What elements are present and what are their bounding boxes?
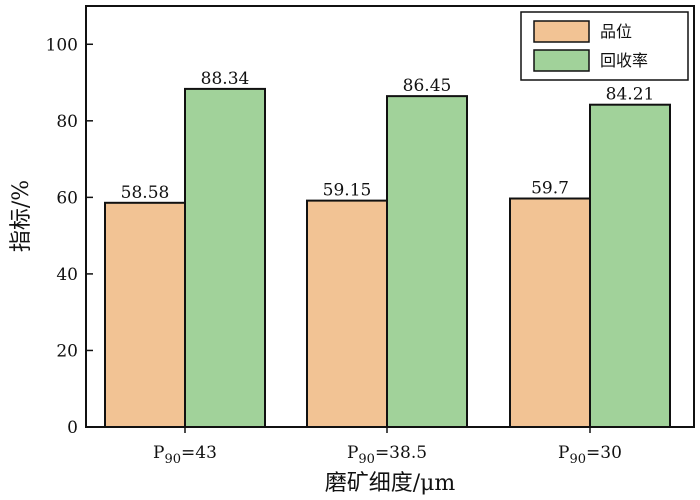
x-tick-label: P90=30 [558, 443, 622, 467]
y-axis-title: 指标/% [9, 180, 34, 252]
y-tick-label: 100 [46, 35, 78, 55]
bar-value-label: 84.21 [606, 85, 655, 105]
bar-value-label: 59.15 [323, 181, 372, 201]
x-tick-label: P90=38.5 [347, 443, 427, 467]
x-tick-label: P90=43 [153, 443, 217, 467]
legend-label-recovery: 回收率 [600, 51, 648, 70]
bar-series [104, 87, 671, 429]
bar-grade [509, 197, 591, 428]
bar-value-label: 58.58 [121, 183, 170, 203]
y-tick-label: 80 [56, 112, 78, 132]
bar-grade [306, 199, 388, 428]
bar-value-label: 86.45 [403, 76, 452, 96]
y-tick-label: 0 [67, 418, 78, 438]
legend-label-grade: 品位 [600, 22, 632, 41]
bar-recovery [184, 87, 266, 429]
bar-recovery [386, 95, 468, 429]
y-tick-label: 20 [56, 341, 78, 361]
y-axis-ticks: 0 20 40 60 80 100 [46, 35, 93, 438]
legend-swatch-recovery [533, 49, 590, 72]
legend: 品位 回收率 [520, 11, 689, 81]
legend-swatch-grade [533, 20, 590, 43]
y-tick-label: 60 [56, 188, 78, 208]
bar-value-label: 88.34 [201, 69, 250, 89]
y-tick-label: 40 [56, 265, 78, 285]
bar-recovery [589, 103, 671, 429]
bar-value-label: 59.7 [531, 179, 569, 199]
category-labels: P90=43 P90=38.5 P90=30 [153, 443, 622, 467]
value-labels: 58.58 88.34 59.15 86.45 59.7 84.21 [121, 69, 655, 203]
bar-grade [104, 201, 186, 428]
x-axis-title: 磨矿细度/μm [325, 471, 456, 496]
